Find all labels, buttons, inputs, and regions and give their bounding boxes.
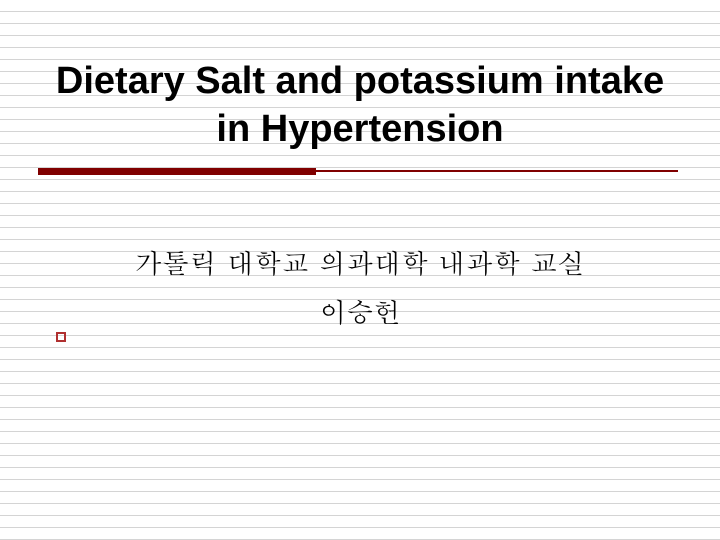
- bullet-square-icon: [56, 332, 66, 342]
- separator-thin-segment: [316, 170, 678, 172]
- title-line-1: Dietary Salt and potassium intake: [40, 58, 680, 106]
- slide-title: Dietary Salt and potassium intake in Hyp…: [40, 58, 680, 153]
- subtitle-block: 가톨릭 대학교 의과대학 내과학 교실 이승헌: [0, 242, 720, 330]
- title-line-2: in Hypertension: [40, 106, 680, 154]
- affiliation-text: 가톨릭 대학교 의과대학 내과학 교실: [0, 242, 720, 281]
- separator-thick-segment: [38, 168, 316, 175]
- author-name: 이승헌: [0, 291, 720, 330]
- title-separator: [38, 168, 678, 175]
